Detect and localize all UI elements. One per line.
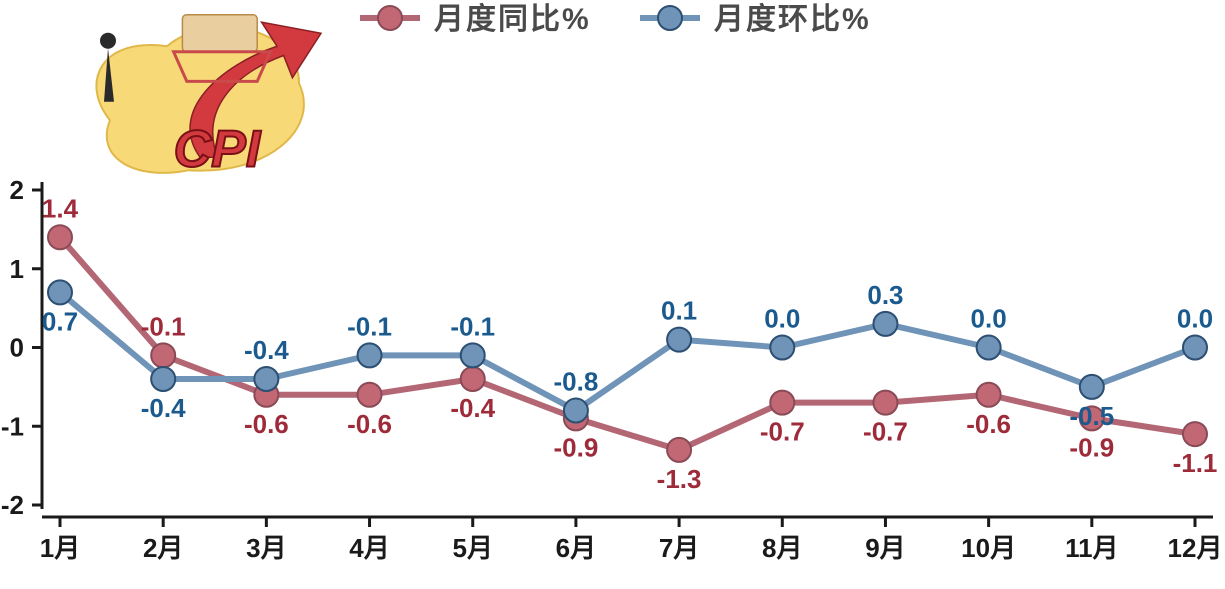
marker-mom (461, 343, 485, 367)
legend-label-yoy: 月度同比% (434, 3, 591, 36)
value-label-mom: 0.1 (661, 296, 697, 326)
value-label-yoy: -0.7 (760, 417, 805, 447)
x-tick-label: 1月 (40, 533, 80, 563)
x-tick-label: 2月 (143, 533, 183, 563)
x-tick-label: 5月 (452, 533, 492, 563)
value-label-mom: 0.7 (42, 306, 78, 336)
marker-yoy (667, 438, 691, 462)
value-label-yoy: -0.1 (141, 311, 186, 341)
value-label-yoy: -0.4 (450, 393, 495, 423)
marker-yoy (358, 383, 382, 407)
marker-mom (151, 367, 175, 391)
marker-mom (667, 328, 691, 352)
marker-mom (770, 336, 794, 360)
value-label-mom: 0.3 (867, 280, 903, 310)
x-tick-label: 12月 (1168, 533, 1223, 563)
x-tick-label: 10月 (961, 533, 1016, 563)
chart-svg: CPI 月度同比% 月度环比% -2 -1 0 1 2 1月 2月 3月 4月 5月 6月 7月 8月 9月 10… (0, 0, 1225, 589)
marker-yoy (873, 391, 897, 415)
y-tick-label: -1 (1, 411, 24, 441)
marker-mom (564, 399, 588, 423)
y-tick-label: -2 (1, 490, 24, 520)
marker-mom (1183, 336, 1207, 360)
cpi-line-chart: CPI 月度同比% 月度环比% -2 -1 0 1 2 1月 2月 3月 4月 5月 6月 7月 8月 9月 10… (0, 0, 1225, 589)
marker-mom (977, 336, 1001, 360)
legend-marker-mom (658, 6, 682, 30)
marker-mom (873, 312, 897, 336)
y-tick-label: 0 (10, 333, 24, 363)
x-tick-label: 11月 (1065, 533, 1119, 563)
y-tick-label: 1 (10, 254, 24, 284)
value-label-mom: -0.8 (554, 367, 599, 397)
marker-yoy (770, 391, 794, 415)
value-label-mom: 0.0 (971, 304, 1007, 334)
marker-mom (358, 343, 382, 367)
value-label-yoy: -1.1 (1173, 448, 1218, 478)
legend-marker-yoy (378, 6, 402, 30)
x-tick-label: 7月 (659, 533, 699, 563)
marker-yoy (151, 343, 175, 367)
value-label-mom: 0.0 (764, 304, 800, 334)
value-label-yoy: -0.9 (554, 432, 599, 462)
x-tick-label: 9月 (865, 533, 905, 563)
value-label-yoy: -0.6 (244, 409, 289, 439)
value-label-yoy: -0.6 (347, 409, 392, 439)
value-label-mom: -0.4 (244, 335, 289, 365)
value-label-mom: -0.1 (347, 311, 392, 341)
value-label-yoy: -0.6 (966, 409, 1011, 439)
value-label-mom: -0.4 (141, 393, 186, 423)
value-label-mom: -0.5 (1069, 401, 1114, 431)
value-label-yoy: 1.4 (42, 193, 79, 223)
y-tick-label: 2 (10, 175, 24, 205)
x-tick-label: 4月 (349, 533, 389, 563)
cpi-icon-label: CPI (174, 121, 262, 179)
marker-mom (1080, 375, 1104, 399)
x-tick-label: 6月 (556, 533, 596, 563)
marker-yoy (977, 383, 1001, 407)
marker-mom (48, 280, 72, 304)
marker-yoy (461, 367, 485, 391)
value-label-yoy: -1.3 (657, 464, 702, 494)
value-label-mom: 0.0 (1177, 304, 1213, 334)
value-label-mom: -0.1 (450, 311, 495, 341)
value-label-yoy: -0.7 (863, 417, 908, 447)
marker-yoy (1183, 422, 1207, 446)
marker-mom (254, 367, 278, 391)
marker-yoy (48, 225, 72, 249)
value-label-yoy: -0.9 (1069, 432, 1114, 462)
x-tick-label: 3月 (246, 533, 286, 563)
x-tick-label: 8月 (762, 533, 802, 563)
legend-label-mom: 月度环比% (714, 3, 871, 36)
